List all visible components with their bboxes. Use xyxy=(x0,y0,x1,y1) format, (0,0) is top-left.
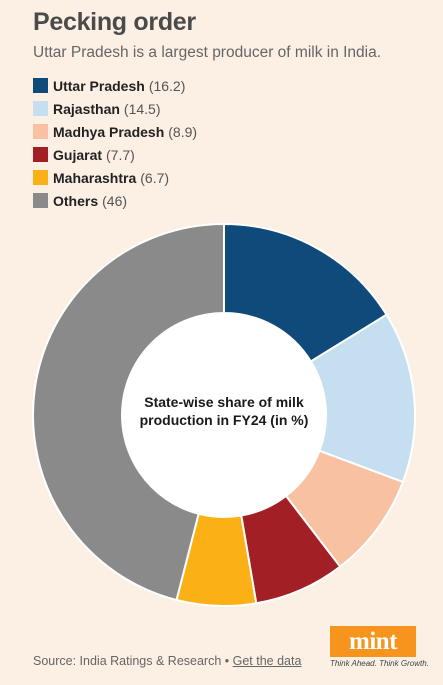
legend-label: Others xyxy=(53,192,99,209)
legend-swatch xyxy=(33,147,48,162)
legend-swatch xyxy=(33,170,48,185)
legend-value: (16.2) xyxy=(148,77,186,94)
legend-item: Rajasthan (14.5) xyxy=(33,97,197,120)
legend: Uttar Pradesh (16.2) Rajasthan (14.5) Madhya… xyxy=(33,74,197,212)
legend-label: Gujarat xyxy=(53,146,103,163)
legend-label: Uttar Pradesh xyxy=(53,77,145,94)
donut-hole xyxy=(122,313,326,517)
center-label-line-2: production in FY24 (in %) xyxy=(139,412,309,428)
legend-item: Madhya Pradesh (8.9) xyxy=(33,120,197,143)
donut-chart xyxy=(32,222,416,607)
legend-item: Gujarat (7.7) xyxy=(33,143,197,166)
chart-subtitle: Uttar Pradesh is a largest producer of m… xyxy=(33,44,382,61)
legend-label: Rajasthan xyxy=(53,100,120,117)
chart-title: Pecking order xyxy=(33,8,196,36)
legend-swatch xyxy=(33,193,48,208)
legend-value: (6.7) xyxy=(140,169,170,186)
legend-swatch xyxy=(33,78,48,93)
legend-swatch xyxy=(33,101,48,116)
legend-item: Maharashtra (6.7) xyxy=(33,166,197,189)
legend-label: Maharashtra xyxy=(53,169,137,186)
source-text: Source: India Ratings & Research • xyxy=(33,654,233,668)
legend-swatch xyxy=(33,124,48,139)
legend-value: (8.9) xyxy=(168,123,198,140)
get-data-link[interactable]: Get the data xyxy=(232,654,302,668)
logo-tagline: Think Ahead. Think Growth. xyxy=(330,659,429,668)
donut-center-label: State-wise share of milk production in F… xyxy=(124,393,324,429)
center-label-line-1: State-wise share of milk xyxy=(144,394,304,410)
legend-value: (46) xyxy=(102,192,128,209)
mint-logo: mint Think Ahead. Think Growth. xyxy=(330,626,429,668)
legend-value: (14.5) xyxy=(123,100,161,117)
legend-item: Uttar Pradesh (16.2) xyxy=(33,74,197,97)
legend-label: Madhya Pradesh xyxy=(53,123,165,140)
legend-item: Others (46) xyxy=(33,189,197,212)
source-note: Source: India Ratings & Research • Get t… xyxy=(33,654,301,668)
legend-value: (7.7) xyxy=(106,146,135,163)
logo-wordmark: mint xyxy=(330,626,416,657)
